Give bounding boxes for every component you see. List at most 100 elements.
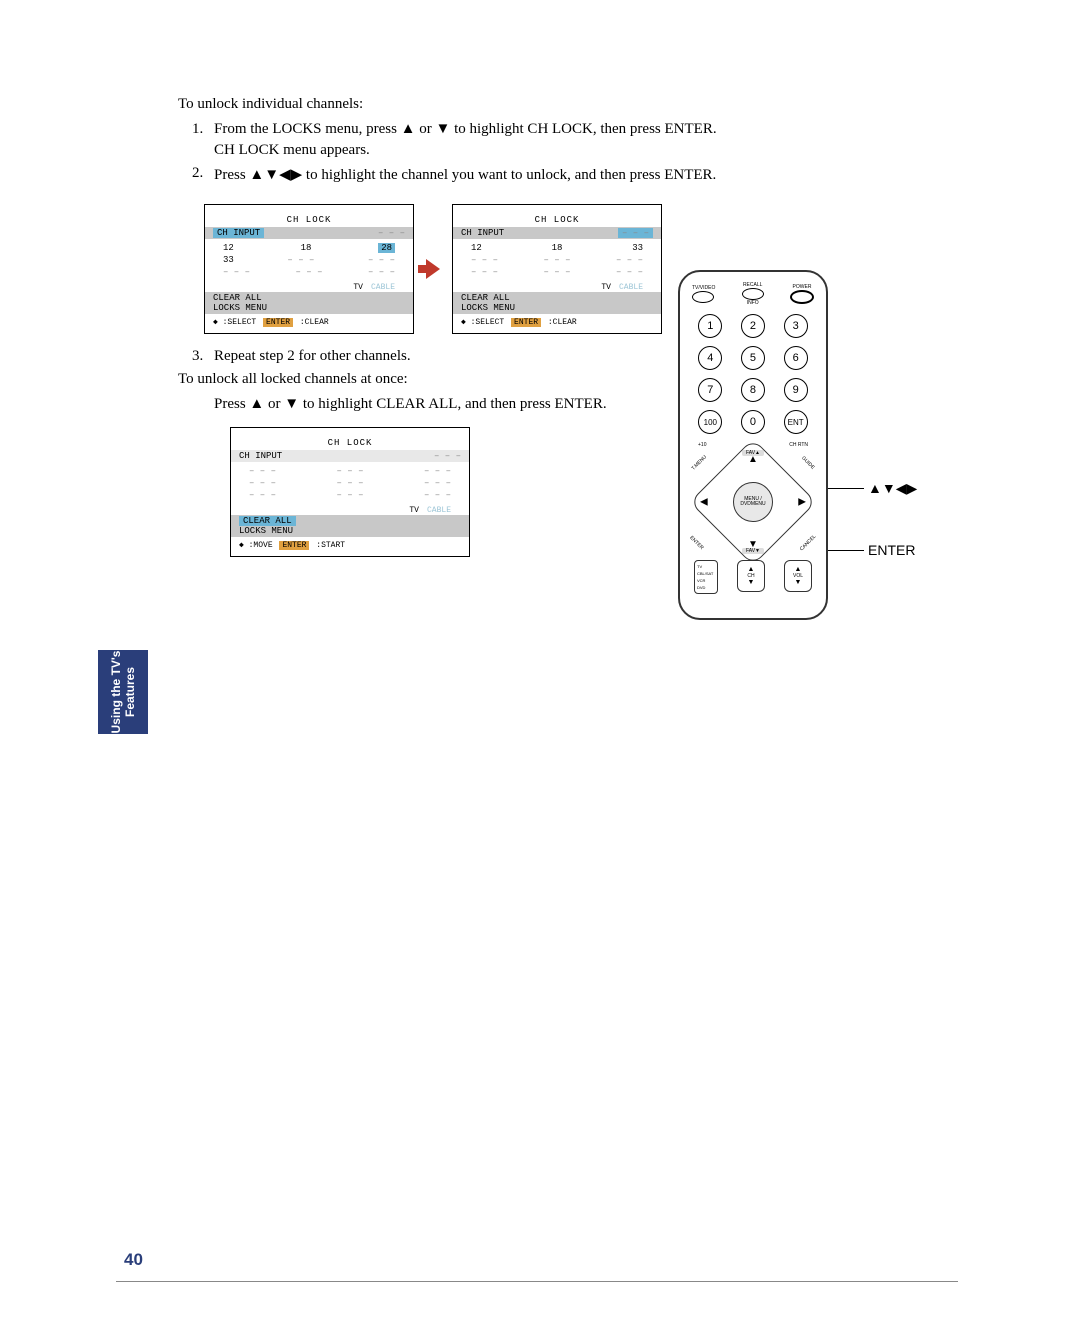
step-num: 3. xyxy=(192,348,214,365)
callout-line xyxy=(828,550,864,551)
cell: – – – xyxy=(368,255,395,265)
step-1: 1. From the LOCKS menu, press ▲ or ▼ to … xyxy=(192,121,898,159)
locks-menu-label: LOCKS MENU xyxy=(213,303,405,313)
num-6-button: 6 xyxy=(784,346,808,370)
num-2-button: 2 xyxy=(741,314,765,338)
cell: – – – xyxy=(336,490,363,500)
cell: – – – xyxy=(368,267,395,277)
callout-enter: ENTER xyxy=(868,542,915,558)
arrow-down-icon: ▼ xyxy=(748,539,758,550)
step-subtext: CH LOCK menu appears. xyxy=(214,142,898,159)
arrow-right-icon xyxy=(426,259,440,279)
tvvideo-label: TV/VIDEO xyxy=(692,285,715,291)
recall-label: RECALL xyxy=(742,282,764,288)
cell: – – – xyxy=(336,478,363,488)
chrtn-label: CH RTN xyxy=(789,442,808,448)
step-text: From the LOCKS menu, press ▲ or ▼ to hig… xyxy=(214,121,717,137)
menu-box-1: CH LOCK CH INPUT – – – 12 18 28 33 – – –… xyxy=(204,204,414,334)
nav-pad: FAV▲ FAV▼ T.MENU GUIDE ENTER CANCEL ▲ ▼ … xyxy=(692,452,814,552)
remote-illustration: TV/VIDEO RECALLINFO POWER 1 2 3 4 5 6 7 … xyxy=(678,270,938,620)
tv-label: TV xyxy=(353,283,363,292)
num-7-button: 7 xyxy=(698,378,722,402)
footer-start: :START xyxy=(316,541,345,550)
footer-select: ◆ :SELECT xyxy=(213,318,256,327)
cell: – – – xyxy=(249,466,276,476)
callout-arrows: ▲▼◀▶ xyxy=(868,480,917,497)
vol-button: ▲VOL▼ xyxy=(784,560,812,592)
menu-bar-right: – – – xyxy=(434,451,461,461)
plus10-label: +10 xyxy=(698,442,706,448)
power-button xyxy=(790,290,814,304)
menu-bar-left: CH INPUT xyxy=(213,228,264,238)
step-text: Repeat step 2 for other channels. xyxy=(214,348,411,364)
num-5-button: 5 xyxy=(741,346,765,370)
clear-all-highlighted: CLEAR ALL xyxy=(239,516,296,526)
num-4-button: 4 xyxy=(698,346,722,370)
cell: – – – xyxy=(471,267,498,277)
cell: 12 xyxy=(223,243,234,253)
cell: – – – xyxy=(424,478,451,488)
cell: – – – xyxy=(616,267,643,277)
cell-highlighted: 28 xyxy=(378,243,395,253)
menu-box-2: CH LOCK CH INPUT – – – 12 18 33 – – – – … xyxy=(452,204,662,334)
recall-button xyxy=(742,288,764,300)
clear-all-label: CLEAR ALL xyxy=(461,293,653,303)
side-tab: Using the TV's Features xyxy=(98,650,148,734)
cell: – – – xyxy=(336,466,363,476)
footer-enter-box: ENTER xyxy=(511,318,541,327)
footer-clear: :CLEAR xyxy=(300,318,329,327)
step-num: 2. xyxy=(192,165,214,184)
cell: – – – xyxy=(424,490,451,500)
cell: 18 xyxy=(301,243,312,253)
tv-label: TV xyxy=(601,283,611,292)
menu-box-3: CH LOCK CH INPUT – – – – – – – – – – – –… xyxy=(230,427,470,557)
footer-enter-box: ENTER xyxy=(263,318,293,327)
cable-label: CABLE xyxy=(619,283,643,292)
cable-label: CABLE xyxy=(371,283,395,292)
guide-label: GUIDE xyxy=(800,455,815,470)
info-label: INFO xyxy=(742,300,764,306)
cell: – – – xyxy=(424,466,451,476)
enter-label: ENTER xyxy=(688,535,704,551)
tmenu-label: T.MENU xyxy=(691,454,708,471)
num-0-button: 0 xyxy=(741,410,765,434)
menu-button: MENU / DVDMENU xyxy=(733,482,773,522)
cell: – – – xyxy=(223,267,250,277)
cell: – – – xyxy=(543,267,570,277)
arrow-right-icon: ▶ xyxy=(798,497,806,508)
step-text: Press ▲▼◀▶ to highlight the channel you … xyxy=(214,167,716,183)
mode-tv: TV xyxy=(697,564,715,569)
arrow-up-icon: ▲ xyxy=(748,454,758,465)
num-3-button: 3 xyxy=(784,314,808,338)
menu-title: CH LOCK xyxy=(453,215,661,225)
num-9-button: 9 xyxy=(784,378,808,402)
menu-bar-left: CH INPUT xyxy=(239,451,282,461)
cell: 12 xyxy=(471,243,482,253)
cell: 33 xyxy=(223,255,234,265)
menu-bar-left: CH INPUT xyxy=(461,228,504,238)
mode-vcr: VCR xyxy=(697,578,715,583)
menu-bar-right: – – – xyxy=(378,228,405,238)
mode-dvd: DVD xyxy=(697,585,715,590)
tvvideo-button xyxy=(692,291,714,303)
menu-title: CH LOCK xyxy=(231,438,469,448)
ent-button: ENT xyxy=(784,410,808,434)
cancel-label: CANCEL xyxy=(799,534,818,553)
intro-text: To unlock individual channels: xyxy=(178,96,898,113)
footer-select: ◆ :SELECT xyxy=(461,318,504,327)
step-2: 2. Press ▲▼◀▶ to highlight the channel y… xyxy=(192,165,898,184)
arrow-left-icon: ◀ xyxy=(700,497,708,508)
cell: – – – xyxy=(471,255,498,265)
locks-menu-label: LOCKS MENU xyxy=(461,303,653,313)
num-1-button: 1 xyxy=(698,314,722,338)
step-num: 1. xyxy=(192,121,214,159)
cell: – – – xyxy=(287,255,314,265)
footer-enter-box: ENTER xyxy=(279,541,309,550)
mode-selector: TV CBL/SAT VCR DVD xyxy=(694,560,718,594)
cell: – – – xyxy=(543,255,570,265)
power-label: POWER xyxy=(790,284,814,290)
cell: 18 xyxy=(552,243,563,253)
footer-rule xyxy=(116,1281,958,1282)
cell: – – – xyxy=(295,267,322,277)
ch-button: ▲CH▼ xyxy=(737,560,765,592)
